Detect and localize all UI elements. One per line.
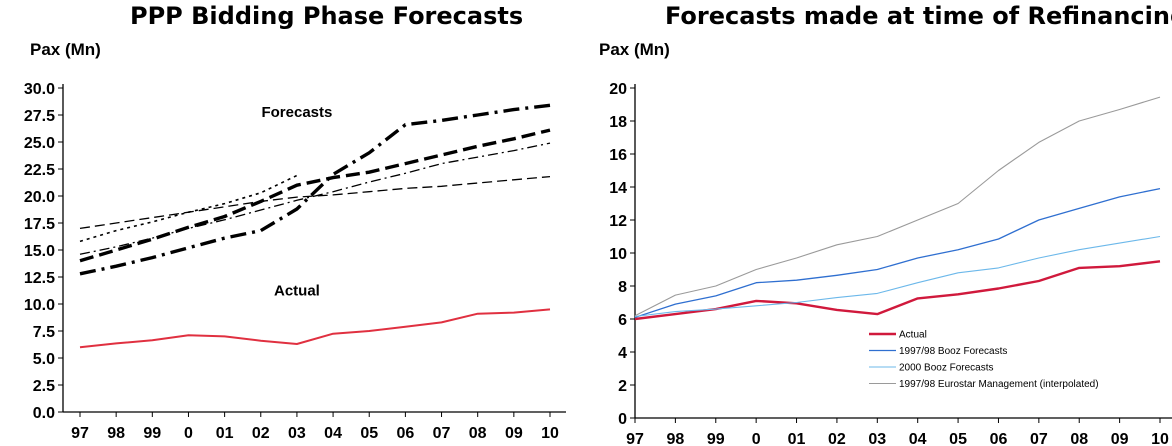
y-tick-label: 0 xyxy=(618,411,627,428)
x-tick-label: 99 xyxy=(143,425,161,442)
x-tick-label: 97 xyxy=(71,425,89,442)
x-tick-label: 98 xyxy=(107,425,125,442)
series-line-3 xyxy=(79,175,551,230)
y-tick-label: 25.0 xyxy=(24,135,55,152)
x-tick-label: 05 xyxy=(949,431,967,446)
y-tick-label: 20 xyxy=(609,81,627,98)
chart-right-title: Forecasts made at time of Refinancing xyxy=(665,2,1172,30)
series-line-5 xyxy=(79,174,298,243)
y-tick-label: 14 xyxy=(609,180,627,197)
x-tick-label: 07 xyxy=(1030,431,1048,446)
chart-left: PPP Bidding Phase Forecasts Pax (Mn) 0.0… xyxy=(0,0,580,446)
chart-right-ylabel: Pax (Mn) xyxy=(599,40,670,59)
x-tick-label: 07 xyxy=(433,425,451,442)
y-tick-label: 4 xyxy=(618,345,627,362)
y-tick-label: 10.0 xyxy=(24,297,55,314)
x-tick-label: 06 xyxy=(396,425,414,442)
series-line-1 xyxy=(79,103,551,276)
series-line-1997-98-eurostar-management-interpolated xyxy=(634,96,1161,317)
legend-label: 1997/98 Eurostar Management (interpolate… xyxy=(899,379,1099,390)
series-line-actual xyxy=(634,260,1161,321)
x-tick-label: 09 xyxy=(1111,431,1129,446)
y-tick-label: 2 xyxy=(618,378,627,395)
y-tick-label: 2.5 xyxy=(33,378,55,395)
y-tick-label: 7.5 xyxy=(33,324,55,341)
y-tick-label: 20.0 xyxy=(24,189,55,206)
x-tick-label: 01 xyxy=(216,425,234,442)
series-line-0 xyxy=(79,308,551,349)
x-tick-label: 0 xyxy=(752,431,761,446)
x-tick-label: 97 xyxy=(626,431,644,446)
x-tick-label: 03 xyxy=(868,431,886,446)
x-tick-label: 08 xyxy=(469,425,487,442)
x-tick-label: 01 xyxy=(788,431,806,446)
x-tick-label: 0 xyxy=(184,425,193,442)
y-tick-label: 18 xyxy=(609,114,627,131)
y-tick-label: 22.5 xyxy=(24,162,55,179)
x-tick-label: 02 xyxy=(252,425,270,442)
y-tick-label: 10 xyxy=(609,246,627,263)
chart-left-plot: 0.0 2.5 5.0 7.5 10.0 12.5 15.0 17.5 20.0 22.5 25.0… xyxy=(24,81,566,442)
y-tick-label: 15.0 xyxy=(24,243,55,260)
legend-label: 2000 Booz Forecasts xyxy=(899,363,994,374)
x-tick-label: 02 xyxy=(828,431,846,446)
x-tick-label: 04 xyxy=(324,425,342,442)
y-tick-label: 8 xyxy=(618,279,627,296)
x-tick-label: 10 xyxy=(541,425,559,442)
y-tick-label: 5.0 xyxy=(33,351,55,368)
x-tick-label: 08 xyxy=(1070,431,1088,446)
legend-label: 1997/98 Booz Forecasts xyxy=(899,346,1007,357)
x-tick-label: 05 xyxy=(360,425,378,442)
annotation-label: Forecasts xyxy=(261,104,332,121)
y-tick-label: 30.0 xyxy=(24,81,55,98)
series-line-2000-booz-forecasts xyxy=(634,235,1161,318)
y-tick-label: 0.0 xyxy=(33,405,55,422)
y-tick-label: 12.5 xyxy=(24,270,55,287)
legend-label: Actual xyxy=(899,330,927,341)
x-tick-label: 04 xyxy=(909,431,927,446)
x-tick-label: 03 xyxy=(288,425,306,442)
x-tick-label: 10 xyxy=(1151,431,1169,446)
chart-left-ylabel: Pax (Mn) xyxy=(30,40,101,59)
x-tick-label: 09 xyxy=(505,425,523,442)
y-tick-label: 17.5 xyxy=(24,216,55,233)
x-tick-label: 06 xyxy=(990,431,1008,446)
series-line-2 xyxy=(79,128,551,263)
y-tick-label: 6 xyxy=(618,312,627,329)
chart-right: Forecasts made at time of Refinancing Pa… xyxy=(585,0,1172,446)
y-tick-label: 27.5 xyxy=(24,108,55,125)
x-tick-label: 99 xyxy=(707,431,725,446)
y-tick-label: 12 xyxy=(609,213,627,230)
y-tick-label: 16 xyxy=(609,147,627,164)
chart-left-title: PPP Bidding Phase Forecasts xyxy=(130,2,524,30)
series-line-4 xyxy=(79,142,551,255)
x-tick-label: 98 xyxy=(666,431,684,446)
series-line-1997-98-booz-forecasts xyxy=(634,187,1161,319)
annotation-label: Actual xyxy=(274,282,320,299)
